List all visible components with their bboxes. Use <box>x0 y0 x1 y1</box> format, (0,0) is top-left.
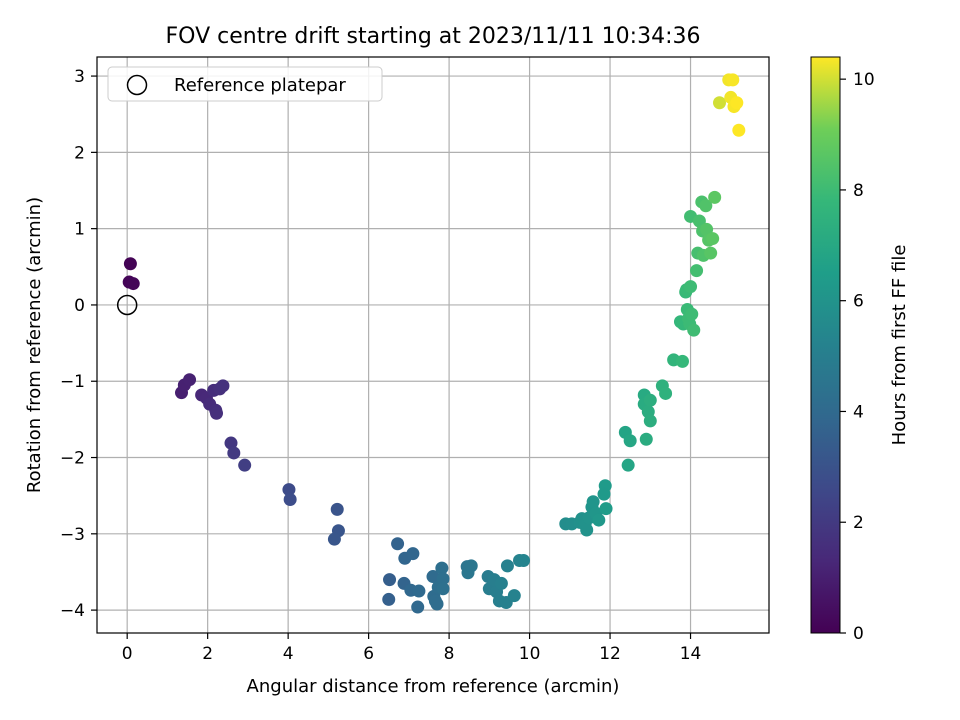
y-tick-label: 0 <box>74 296 85 316</box>
grid-lines <box>97 57 769 633</box>
data-point <box>623 434 637 448</box>
data-point <box>659 386 673 400</box>
data-point <box>436 582 450 596</box>
data-point <box>327 532 341 546</box>
data-point <box>700 222 714 236</box>
y-tick-label: −3 <box>60 525 85 545</box>
data-point <box>699 199 713 213</box>
x-tick-label: 8 <box>444 644 455 664</box>
colorbar-tick-label: 10 <box>853 70 875 90</box>
x-tick-label: 6 <box>363 644 374 664</box>
data-point <box>238 458 252 472</box>
x-tick-label: 10 <box>519 644 541 664</box>
x-tick-label: 4 <box>283 644 294 664</box>
data-point <box>126 277 140 291</box>
y-axis-label: Rotation from reference (arcmin) <box>24 197 45 493</box>
legend-entry-reference: Reference platepar <box>174 75 346 96</box>
data-point <box>690 264 704 278</box>
data-point <box>183 373 197 387</box>
colorbar-tick-label: 6 <box>853 292 864 312</box>
x-axis-ticks: 0 2 4 6 8 10 12 14 <box>122 633 702 664</box>
data-point <box>412 584 426 598</box>
data-point <box>283 492 297 506</box>
data-point <box>500 559 514 573</box>
y-tick-label: 1 <box>74 220 85 240</box>
data-point <box>685 307 699 321</box>
data-point <box>706 232 720 246</box>
chart-title: FOV centre drift starting at 2023/11/11 … <box>166 24 701 49</box>
data-point <box>123 257 137 271</box>
x-tick-label: 12 <box>599 644 621 664</box>
y-tick-label: 2 <box>74 143 85 163</box>
data-point <box>599 502 613 516</box>
y-tick-label: 3 <box>74 67 85 87</box>
data-point <box>210 406 224 420</box>
colorbar-tick-label: 8 <box>853 181 864 201</box>
data-point <box>643 414 657 428</box>
data-point <box>639 432 653 446</box>
colorbar: 0 2 4 6 8 10 Hours from first FF file <box>810 56 910 644</box>
data-points <box>122 73 746 614</box>
data-point <box>684 280 698 294</box>
data-point <box>708 190 722 204</box>
data-point <box>435 561 449 575</box>
data-point <box>621 458 635 472</box>
data-point <box>382 592 396 606</box>
y-tick-label: −2 <box>60 449 85 469</box>
y-tick-label: −1 <box>60 372 85 392</box>
data-point <box>383 573 397 587</box>
data-point <box>586 495 600 509</box>
data-point <box>430 597 444 611</box>
data-point <box>436 572 450 586</box>
data-point <box>507 589 521 603</box>
data-point <box>597 487 611 501</box>
x-tick-label: 2 <box>202 644 213 664</box>
data-point <box>687 323 701 337</box>
data-point <box>426 570 440 584</box>
data-point <box>592 513 606 527</box>
data-point <box>643 393 657 407</box>
data-point <box>227 446 241 460</box>
colorbar-tick-label: 2 <box>853 513 864 533</box>
data-point <box>704 246 718 260</box>
y-tick-label: −4 <box>60 601 85 621</box>
plot-frame <box>96 56 770 634</box>
data-point <box>411 600 425 614</box>
legend-box <box>107 66 383 102</box>
legend-marker-icon <box>126 74 148 96</box>
colorbar-tick-label: 4 <box>853 402 864 422</box>
colorbar-tick-label: 0 <box>853 624 864 644</box>
data-point <box>216 379 230 393</box>
x-tick-label: 0 <box>122 644 133 664</box>
data-point <box>730 96 744 110</box>
reference-marker-group <box>116 294 138 316</box>
data-point <box>494 576 508 590</box>
colorbar-gradient <box>810 56 841 634</box>
data-point <box>517 554 531 568</box>
data-point <box>464 559 478 573</box>
reference-marker <box>116 294 138 316</box>
colorbar-label: Hours from first FF file <box>889 245 910 446</box>
colorbar-ticks: 0 2 4 6 8 10 <box>840 70 875 644</box>
data-point <box>391 537 405 551</box>
data-point <box>675 354 689 368</box>
y-axis-ticks: −4 −3 −2 −1 0 1 2 3 <box>60 67 97 621</box>
x-axis-label: Angular distance from reference (arcmin) <box>247 676 620 697</box>
data-point <box>406 547 420 561</box>
data-point <box>224 436 238 450</box>
data-point <box>692 214 706 228</box>
data-point <box>726 73 740 87</box>
data-point <box>732 123 746 137</box>
legend: Reference platepar <box>107 66 383 102</box>
x-tick-label: 14 <box>680 644 702 664</box>
data-point <box>580 523 594 537</box>
data-point <box>330 502 344 516</box>
data-point <box>713 96 727 110</box>
data-point <box>282 483 296 497</box>
